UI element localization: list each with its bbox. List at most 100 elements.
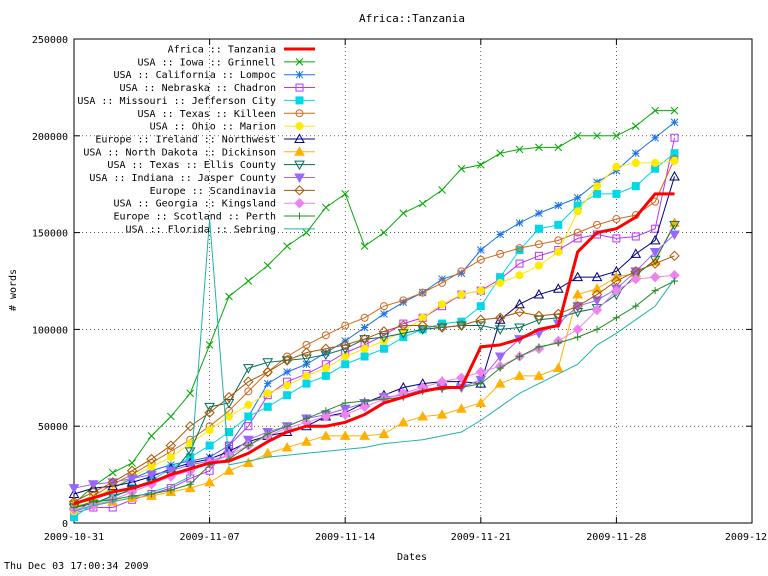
data-point (494, 325, 506, 335)
data-point (283, 422, 291, 430)
data-point (184, 460, 196, 471)
data-point (612, 162, 621, 171)
data-point (107, 477, 118, 488)
legend-marker (295, 83, 304, 92)
data-point (418, 199, 427, 208)
data-point (574, 333, 582, 341)
data-point (496, 230, 505, 239)
data-point (205, 426, 214, 435)
data-point (147, 432, 156, 440)
x-tick-label: 2009-11-14 (315, 532, 375, 543)
data-point (631, 182, 640, 191)
data-point (436, 322, 448, 333)
data-point (399, 296, 408, 305)
data-point (533, 289, 545, 299)
data-point (108, 468, 117, 477)
legend-label: USA :: Florida :: Sebring (125, 224, 276, 235)
data-point (186, 389, 195, 398)
data-point (204, 402, 215, 413)
series-line (73, 280, 675, 508)
data-point (360, 323, 369, 332)
data-point (378, 333, 390, 343)
data-point (244, 400, 253, 409)
data-point (632, 302, 640, 310)
data-point (399, 319, 408, 328)
data-point (283, 242, 291, 251)
legend-label: USA :: Ohio :: Marion (150, 122, 276, 133)
series-11 (68, 250, 680, 507)
data-point (146, 453, 157, 465)
legend-marker (295, 70, 304, 79)
data-point (281, 441, 293, 452)
data-point (477, 380, 485, 388)
plot-frame (73, 38, 753, 524)
legend-label: USA :: Nebraska :: Chadron (119, 83, 276, 94)
data-point (516, 353, 524, 361)
data-point (514, 370, 525, 380)
data-point (302, 379, 311, 388)
data-point (476, 286, 485, 295)
data-point (494, 312, 506, 323)
data-point (167, 412, 175, 421)
data-point (438, 186, 446, 194)
x-tick-label: 2009-12-0 (725, 532, 768, 543)
y-tick-label: 200000 (32, 132, 68, 143)
legend-label: USA :: California :: Lompoc (113, 70, 276, 81)
data-point (224, 428, 233, 437)
series-10 (68, 230, 680, 494)
data-point (457, 269, 466, 278)
data-point (301, 436, 312, 446)
legend-label: USA :: Iowa :: Grinnell (138, 57, 276, 68)
data-point (68, 484, 80, 494)
legend-marker (295, 96, 304, 105)
data-point (359, 333, 370, 345)
data-point (302, 228, 311, 237)
data-point (244, 442, 252, 450)
data-point (456, 403, 467, 413)
data-point (456, 372, 467, 384)
data-point (302, 371, 311, 380)
data-point (554, 220, 563, 229)
data-point (339, 339, 351, 351)
data-point (554, 201, 563, 210)
data-point (320, 430, 332, 440)
axis-ticks: 0 50000 100000 150000 200000 250000 2009-10-31… (32, 35, 768, 543)
data-point (649, 271, 661, 283)
data-point (341, 321, 350, 330)
data-point (670, 118, 679, 127)
data-point (378, 326, 390, 337)
data-point (399, 209, 408, 218)
legend-label: Africa :: Tanzania (168, 45, 276, 56)
data-point (496, 249, 505, 258)
data-point (631, 158, 640, 167)
data-point (669, 250, 680, 262)
data-point (476, 160, 485, 169)
legend-marker (295, 57, 304, 66)
data-point (165, 466, 177, 477)
data-point (494, 314, 506, 324)
legend-marker (294, 197, 305, 209)
data-point (186, 453, 195, 462)
data-point (591, 289, 603, 300)
data-point (515, 259, 524, 268)
data-point (612, 131, 621, 140)
legend-marker (294, 160, 305, 171)
data-point (379, 344, 388, 353)
data-point (651, 197, 660, 206)
data-point (242, 435, 254, 446)
data-point (167, 486, 175, 494)
data-point (263, 379, 272, 388)
data-point (515, 219, 524, 227)
data-point (593, 131, 601, 140)
data-point (591, 271, 603, 282)
series-line (73, 222, 675, 507)
legend-marker (295, 122, 304, 131)
data-point (515, 145, 524, 154)
data-point (359, 430, 370, 440)
data-point (339, 409, 351, 420)
data-point (534, 251, 543, 260)
data-point (244, 387, 253, 396)
data-point (573, 234, 582, 243)
data-point (457, 164, 466, 173)
data-point (262, 366, 273, 378)
